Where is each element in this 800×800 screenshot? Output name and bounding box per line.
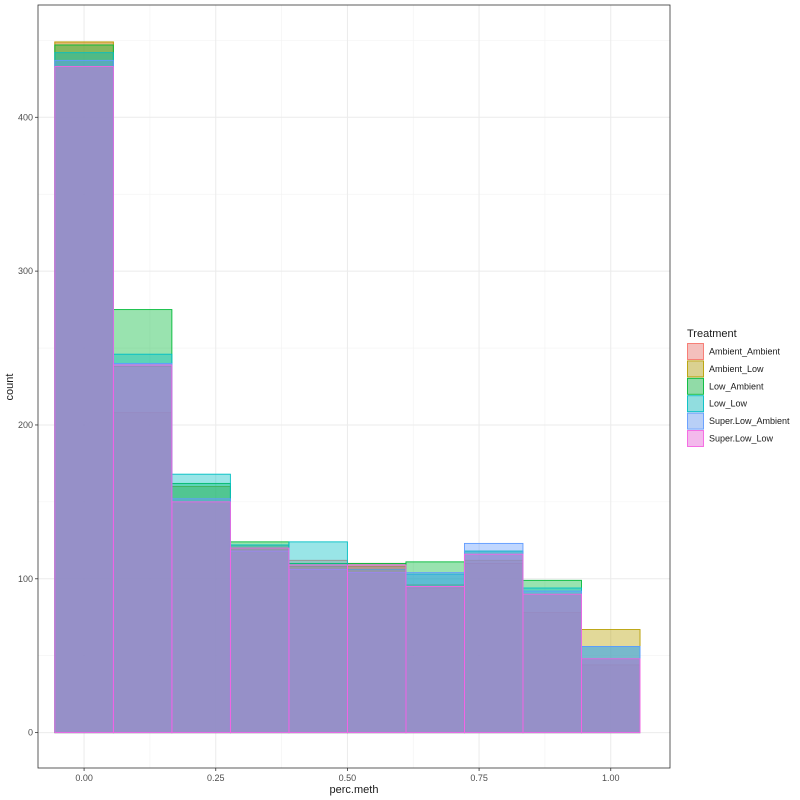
bar-super-low-low [405, 586, 465, 734]
bar-ambient-low [112, 366, 173, 734]
bar-super-low-low [581, 658, 641, 734]
bar-super-low-ambient [112, 362, 173, 734]
bar-ambient-ambient [463, 562, 524, 734]
legend-title: Treatment [687, 328, 737, 340]
bar-super-low-low [229, 547, 290, 734]
bar-super-low-ambient [229, 550, 290, 734]
bar-ambient-low [463, 559, 524, 734]
y-tick-label: 100 [18, 574, 33, 584]
bar-ambient-low [346, 566, 407, 734]
y-tick-label: 200 [18, 420, 33, 430]
bar-super-low-low [463, 553, 524, 734]
bar-low-ambient [171, 482, 231, 734]
bar-low-ambient [112, 309, 173, 734]
legend: Treatment Ambient_Ambient Ambient_Low Low_… [687, 328, 790, 447]
legend-key-swatch [687, 412, 704, 430]
x-axis: 0.00 0.25 0.50 0.75 1.00 [75, 768, 620, 783]
bar-low-ambient [229, 541, 290, 734]
bar-ambient-low [171, 486, 231, 734]
legend-key-background [687, 412, 704, 430]
bar-low-ambient [522, 579, 582, 734]
legend-key-swatch [687, 430, 704, 447]
x-tick-label: 0.25 [207, 773, 225, 783]
bar-low-low [54, 52, 114, 734]
bar-super-low-ambient [463, 542, 524, 734]
bar-super-low-ambient [171, 498, 231, 734]
bar-low-low [171, 473, 231, 734]
histogram-bars [54, 41, 641, 734]
bar-ambient-low [229, 547, 290, 734]
legend-label: Super.Low_Ambient [709, 416, 790, 426]
legend-key-background [687, 360, 704, 378]
bar-super-low-low [346, 564, 407, 734]
legend-label: Ambient_Ambient [709, 347, 781, 357]
bar-low-low [288, 541, 348, 734]
legend-label: Low_Ambient [709, 381, 764, 391]
x-axis-title: perc.meth [330, 784, 379, 796]
bar-ambient-ambient [171, 501, 231, 734]
x-tick-label: 0.75 [470, 773, 488, 783]
x-tick-label: 1.00 [602, 773, 620, 783]
bar-ambient-ambient [288, 559, 348, 734]
bar-low-ambient [581, 658, 641, 734]
bar-ambient-low [54, 41, 114, 734]
legend-key-swatch [687, 395, 704, 413]
y-tick-label: 400 [18, 112, 33, 122]
legend-key-background [687, 343, 704, 360]
legend-label: Super.Low_Low [709, 434, 774, 444]
legend-key-background [687, 430, 704, 447]
y-tick-label: 0 [28, 728, 33, 738]
legend-key-swatch [687, 360, 704, 378]
legend-label: Ambient_Low [709, 364, 764, 374]
bar-low-low [112, 353, 173, 734]
y-axis-title: count [4, 374, 16, 401]
bar-super-low-low [522, 593, 582, 734]
bar-super-low-ambient [581, 646, 641, 734]
x-tick-label: 0.50 [339, 773, 357, 783]
plot-panel-border [37, 4, 671, 769]
legend-key-swatch [687, 343, 704, 360]
bar-super-low-low [112, 364, 173, 734]
legend-key-background [687, 395, 704, 413]
x-tick-label: 0.00 [75, 773, 93, 783]
bar-ambient-ambient [405, 587, 465, 734]
bar-super-low-low [288, 564, 348, 734]
bar-ambient-low [288, 566, 348, 734]
bar-super-low-low [54, 66, 114, 734]
bar-super-low-low [171, 501, 231, 734]
legend-key-background [687, 377, 704, 395]
plot-panel [38, 5, 670, 768]
legend-key-swatch [687, 377, 704, 395]
y-axis: 0 100 200 300 400 [18, 112, 38, 738]
legend-label: Low_Low [709, 399, 748, 409]
y-tick-label: 300 [18, 266, 33, 276]
